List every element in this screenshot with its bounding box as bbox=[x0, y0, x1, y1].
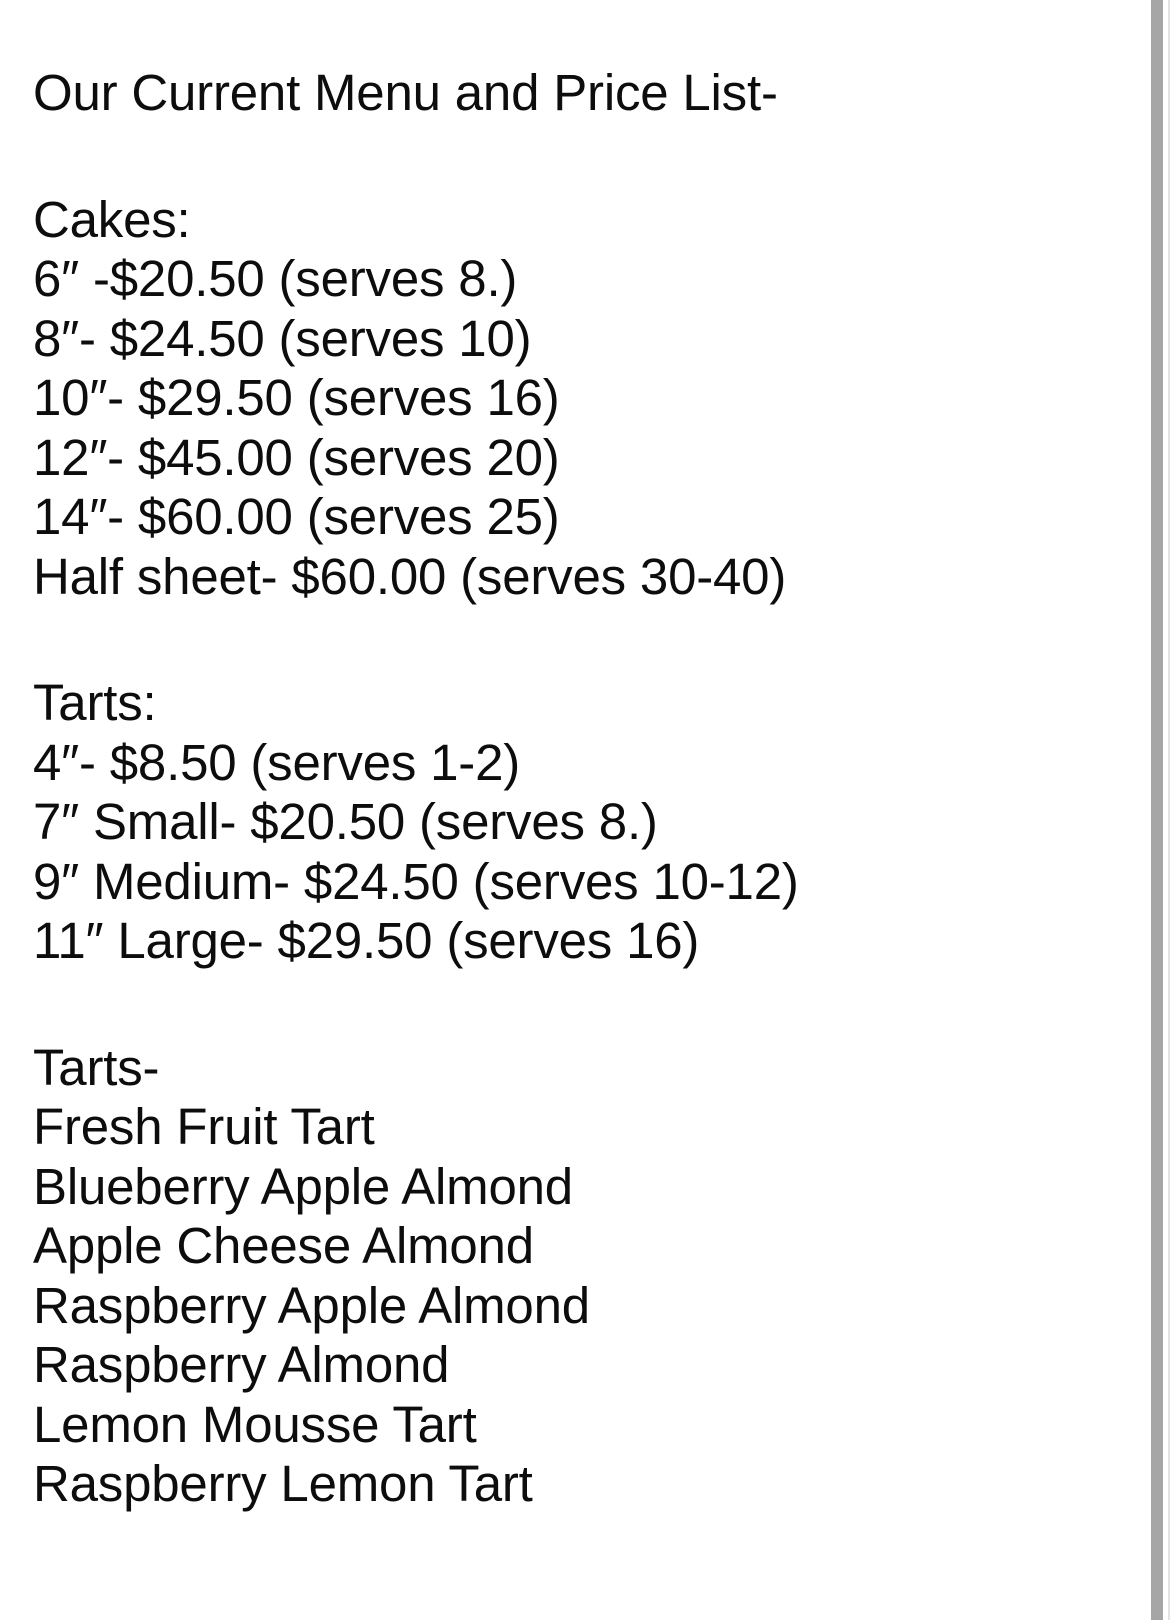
menu-item: 8″- $24.50 (serves 10) bbox=[33, 309, 532, 367]
menu-item: Lemon Mousse Tart bbox=[33, 1395, 477, 1453]
menu-item: Blueberry Apple Almond bbox=[33, 1157, 573, 1215]
section-heading: Tarts- bbox=[33, 1038, 160, 1096]
menu-item: Half sheet- $60.00 (serves 30-40) bbox=[33, 547, 787, 605]
section-tart-flavors: Tarts- Fresh Fruit Tart Blueberry Apple … bbox=[33, 1038, 1113, 1514]
menu-item: 4″- $8.50 (serves 1-2) bbox=[33, 733, 521, 791]
menu-item: Raspberry Almond bbox=[33, 1336, 450, 1393]
section-heading: Tarts: bbox=[33, 674, 157, 731]
menu-item: 10″- $29.50 (serves 16) bbox=[33, 369, 560, 426]
menu-item: 14″- $60.00 (serves 25) bbox=[33, 488, 560, 545]
right-edge-divider bbox=[1168, 0, 1170, 1620]
menu-item: Raspberry Lemon Tart bbox=[33, 1455, 533, 1512]
section-heading: Cakes: bbox=[33, 190, 191, 248]
menu-item: 7″ Small- $20.50 (serves 8.) bbox=[33, 793, 658, 850]
menu-item: 11″ Large- $29.50 (serves 16) bbox=[33, 912, 700, 969]
menu-item: 6″ -$20.50 (serves 8.) bbox=[33, 250, 518, 307]
menu-item: Raspberry Apple Almond bbox=[33, 1276, 590, 1334]
scrollbar[interactable] bbox=[1151, 0, 1163, 1620]
menu-item: 12″- $45.00 (serves 20) bbox=[33, 428, 560, 486]
section-cakes: Cakes: 6″ -$20.50 (serves 8.) 8″- $24.50… bbox=[33, 190, 1113, 607]
page-title: Our Current Menu and Price List- bbox=[33, 64, 778, 121]
menu-item: Fresh Fruit Tart bbox=[33, 1098, 375, 1155]
title-paragraph: Our Current Menu and Price List- bbox=[33, 63, 1113, 123]
menu-item: 9″ Medium- $24.50 (serves 10-12) bbox=[33, 852, 799, 910]
section-tart-sizes: Tarts: 4″- $8.50 (serves 1-2) 7″ Small- … bbox=[33, 673, 1113, 971]
menu-item: Apple Cheese Almond bbox=[33, 1217, 534, 1274]
menu-text-content: Our Current Menu and Price List- Cakes: … bbox=[33, 63, 1113, 1514]
